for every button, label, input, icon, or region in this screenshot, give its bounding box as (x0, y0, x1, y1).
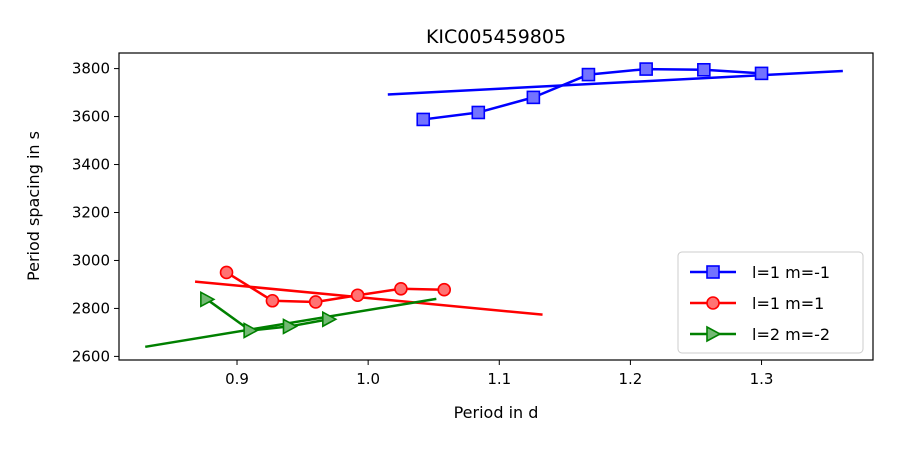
data-point (200, 290, 216, 308)
data-point (526, 90, 541, 105)
legend-marker (706, 265, 720, 279)
data-point (416, 112, 431, 127)
data-point (282, 318, 299, 335)
data-point (308, 295, 323, 309)
y-tick-label: 3200 (72, 203, 110, 221)
plot-series (145, 62, 843, 349)
series-1 (387, 62, 843, 127)
x-tick-label: 1.0 (356, 370, 380, 388)
data-point (394, 281, 408, 296)
y-tick-label: 3600 (72, 108, 110, 126)
fit-line (387, 69, 843, 96)
x-axis-label: Period in d (454, 403, 539, 422)
y-tick-label: 2800 (72, 299, 110, 317)
series-3 (145, 290, 437, 349)
series-line (225, 271, 445, 304)
data-point (322, 310, 338, 328)
plot-area (118, 52, 874, 361)
y-axis-label: Period spacing in s (24, 131, 43, 281)
chart-title: KIC005459805 (426, 26, 566, 48)
y-tick-label: 2600 (72, 347, 110, 365)
y-tick-label: 3800 (72, 60, 110, 78)
legend-entry: l=2 m=-2 (690, 325, 830, 344)
legend-marker (706, 296, 720, 310)
data-point (581, 67, 596, 82)
fit-line (194, 280, 543, 316)
series-line (206, 298, 330, 332)
legend-label: l=1 m=1 (752, 294, 824, 313)
x-tick-label: 0.9 (225, 370, 249, 388)
data-point (639, 62, 653, 76)
data-point (697, 62, 711, 77)
x-tick-label: 1.2 (618, 370, 642, 388)
data-point (219, 265, 234, 280)
series-2 (194, 265, 543, 316)
legend-entry: l=1 m=-1 (690, 263, 830, 282)
data-point (471, 105, 486, 120)
legend-label: l=1 m=-1 (752, 263, 830, 282)
data-point (754, 66, 769, 81)
legend-label: l=2 m=-2 (752, 325, 830, 344)
data-point (350, 288, 365, 303)
axis-ticks: 0.9 1.0 1.1 1.2 1.3 2600 2800 3000 3200 3400 3600 3… (72, 60, 774, 388)
legend-marker (706, 325, 722, 343)
data-point (243, 322, 259, 339)
data-point (265, 293, 280, 308)
legend-entry: l=1 m=1 (690, 294, 824, 313)
x-tick-label: 1.3 (750, 370, 774, 388)
data-point (437, 282, 452, 297)
legend-box (677, 251, 864, 354)
y-tick-label: 3400 (72, 156, 110, 174)
x-tick-label: 1.1 (487, 370, 511, 388)
legend: l=1 m=-1 l=1 m=1 l=2 m=-2 (677, 251, 864, 354)
y-tick-label: 3000 (72, 251, 110, 269)
